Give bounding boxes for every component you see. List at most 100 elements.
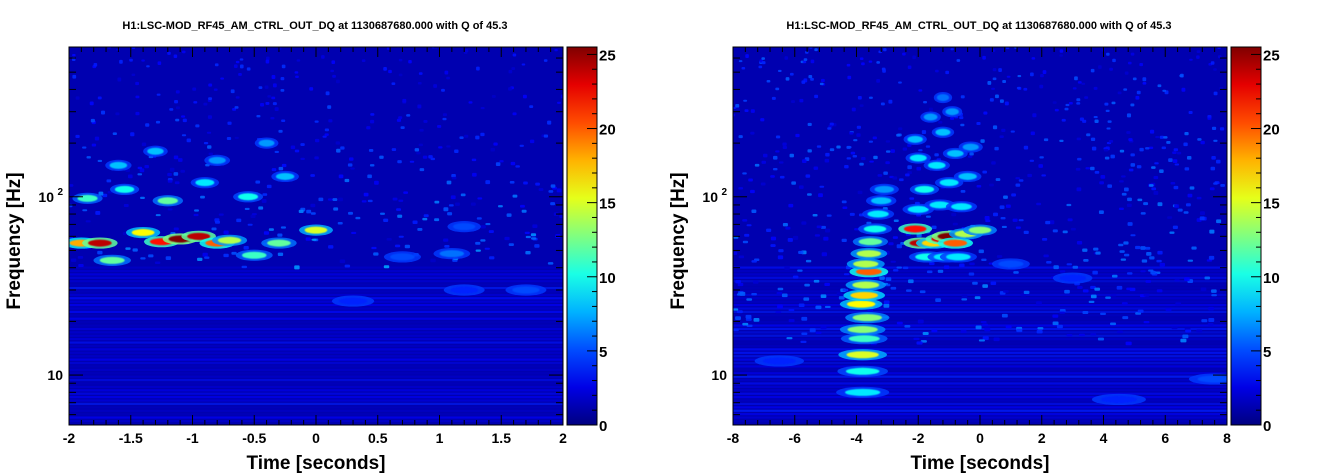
- heatmap-blob: [845, 367, 880, 375]
- heatmap-tile: [203, 142, 209, 145]
- heatmap-band: [69, 283, 563, 286]
- heatmap-tile: [1062, 230, 1068, 234]
- heatmap-tile: [766, 228, 772, 233]
- heatmap-tile: [451, 176, 457, 180]
- heatmap-tile: [131, 73, 136, 76]
- heatmap-tile: [918, 149, 923, 152]
- heatmap-tile: [227, 121, 232, 125]
- heatmap-band: [69, 382, 563, 385]
- heatmap-tile: [907, 165, 912, 170]
- heatmap-tile: [193, 213, 199, 217]
- heatmap-tile: [338, 174, 344, 179]
- heatmap-tile: [131, 47, 136, 50]
- heatmap-tile: [1159, 135, 1165, 139]
- heatmap-band: [733, 303, 1227, 307]
- heatmap-tile: [781, 293, 788, 298]
- heatmap-tile: [416, 151, 421, 155]
- heatmap-tile: [434, 218, 440, 222]
- x-tick-label: 6: [1161, 430, 1169, 446]
- heatmap-tile: [1070, 227, 1076, 231]
- heatmap-blob: [844, 388, 881, 396]
- heatmap-tile: [419, 128, 424, 132]
- heatmap-tile: [959, 263, 965, 268]
- heatmap-blob: [929, 201, 951, 209]
- heatmap-tile: [746, 298, 753, 301]
- heatmap-blob: [187, 232, 211, 240]
- heatmap-tile: [1172, 159, 1178, 164]
- heatmap-tile: [1059, 139, 1064, 142]
- heatmap-tile: [1191, 246, 1197, 250]
- heatmap-tile: [1174, 204, 1180, 209]
- heatmap-blob: [512, 286, 540, 294]
- heatmap-blob: [951, 203, 972, 211]
- heatmap-tile: [1045, 220, 1051, 225]
- heatmap-tile: [226, 137, 232, 141]
- heatmap-tile: [1003, 290, 1009, 293]
- heatmap-blob: [871, 197, 892, 205]
- heatmap-blob: [968, 226, 992, 234]
- heatmap-tile: [738, 60, 743, 63]
- heatmap-tile: [241, 265, 247, 269]
- heatmap-tile: [278, 129, 283, 133]
- heatmap-band: [733, 406, 1227, 409]
- heatmap-tile: [935, 298, 941, 303]
- heatmap-tile: [321, 55, 325, 59]
- heatmap-tile: [753, 317, 760, 322]
- heatmap-tile: [1010, 130, 1015, 133]
- heatmap-tile: [167, 51, 171, 55]
- heatmap-tile: [782, 146, 788, 149]
- heatmap-tile: [277, 233, 283, 237]
- heatmap-tile: [1135, 245, 1141, 250]
- heatmap-blob: [846, 300, 876, 308]
- heatmap-tile: [471, 158, 477, 162]
- heatmap-tile: [476, 66, 480, 71]
- heatmap-tile: [969, 152, 974, 156]
- heatmap-tile: [324, 128, 330, 132]
- heatmap-tile: [1185, 203, 1191, 207]
- heatmap-tile: [77, 256, 84, 259]
- y-tick-label: 10: [711, 367, 727, 383]
- heatmap-band: [733, 375, 1227, 378]
- heatmap-tile: [1153, 176, 1159, 180]
- heatmap-tile: [1018, 179, 1024, 182]
- heatmap-band: [69, 392, 563, 395]
- heatmap-tile: [447, 212, 453, 216]
- heatmap-tile: [744, 109, 749, 113]
- heatmap-tile: [476, 217, 482, 220]
- heatmap-tile: [1127, 197, 1132, 202]
- heatmap-tile: [918, 89, 923, 92]
- heatmap-tile: [264, 85, 269, 89]
- heatmap-tile: [1157, 250, 1163, 255]
- heatmap-tile: [127, 174, 133, 179]
- heatmap-tile: [1196, 55, 1200, 59]
- heatmap-tile: [383, 66, 387, 71]
- heatmap-tile: [1117, 91, 1122, 95]
- heatmap-tile: [1196, 50, 1201, 53]
- heatmap-tile: [277, 252, 284, 256]
- heatmap-tile: [266, 56, 270, 61]
- heatmap-tile: [807, 193, 812, 196]
- heatmap-blob: [258, 139, 275, 147]
- heatmap-tile: [1023, 87, 1028, 91]
- heatmap-tile: [775, 135, 781, 139]
- heatmap-tile: [1059, 311, 1066, 314]
- heatmap-tile: [1149, 129, 1155, 134]
- heatmap-band: [733, 344, 1227, 348]
- heatmap-blob: [390, 253, 415, 261]
- heatmap-band: [733, 358, 1227, 361]
- heatmap-tile: [132, 248, 138, 252]
- heatmap-tile: [430, 258, 436, 263]
- heatmap-tile: [1137, 198, 1143, 202]
- heatmap-tile: [271, 168, 277, 172]
- heatmap-tile: [913, 337, 920, 340]
- heatmap-tile: [295, 75, 299, 78]
- heatmap-tile: [844, 164, 849, 169]
- heatmap-tile: [1066, 203, 1072, 207]
- heatmap-tile: [1090, 68, 1095, 73]
- heatmap-blob: [998, 260, 1024, 268]
- heatmap-tile: [272, 83, 277, 88]
- heatmap-tile: [1118, 207, 1124, 210]
- heatmap-tile: [931, 225, 937, 229]
- heatmap-tile: [211, 227, 217, 231]
- heatmap-tile: [917, 319, 924, 324]
